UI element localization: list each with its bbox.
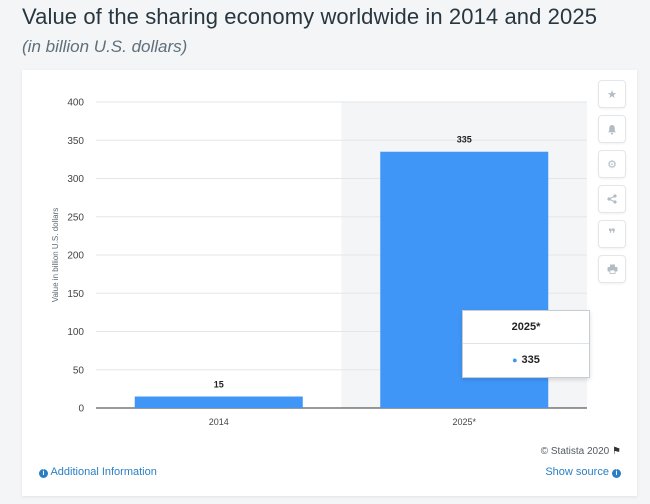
- show-source-label: Show source: [545, 466, 609, 478]
- print-icon[interactable]: [598, 255, 626, 283]
- bell-icon[interactable]: [598, 115, 626, 143]
- star-icon[interactable]: ★: [598, 80, 626, 108]
- y-axis-ticks: 0 50 100 150 200 250 300 350 400: [67, 98, 84, 415]
- y-tick-label: 400: [67, 98, 84, 109]
- y-tick-label: 50: [73, 365, 85, 376]
- x-tick-label: 2025*: [452, 417, 476, 427]
- info-icon: i: [612, 469, 621, 478]
- data-label: 335: [457, 135, 472, 145]
- flag-icon: ⚑: [612, 446, 621, 457]
- y-tick-label: 250: [67, 212, 84, 223]
- y-tick-label: 0: [78, 404, 84, 415]
- chart-subtitle: (in billion U.S. dollars): [22, 37, 188, 56]
- tooltip-category: 2025*: [463, 311, 589, 344]
- y-tick-label: 200: [67, 251, 84, 262]
- chart-toolbar: ★ ⚙ ❞: [598, 80, 628, 290]
- x-tick-label: 2014: [209, 417, 229, 427]
- y-tick-label: 100: [67, 327, 84, 338]
- tooltip-value: 335: [521, 354, 540, 366]
- show-source-link[interactable]: Show source i: [545, 466, 621, 478]
- share-icon[interactable]: [598, 185, 626, 213]
- y-tick-label: 300: [67, 174, 84, 185]
- info-icon: i: [39, 469, 48, 478]
- credit-text: © Statista 2020: [540, 446, 610, 457]
- x-axis-ticks: 2014 2025*: [209, 417, 477, 427]
- series-dot-icon: ●: [512, 355, 518, 365]
- quote-icon[interactable]: ❞: [598, 220, 626, 248]
- y-tick-label: 150: [67, 289, 84, 300]
- y-tick-label: 350: [67, 136, 84, 147]
- credit-line: © Statista 2020 ⚑: [541, 446, 621, 457]
- chart-title: Value of the sharing economy worldwide i…: [22, 4, 598, 29]
- additional-information-link[interactable]: i Additional Information: [39, 466, 157, 478]
- additional-information-label: Additional Information: [50, 466, 157, 478]
- gear-icon[interactable]: ⚙: [598, 150, 626, 178]
- tooltip-value-row: ● 335: [463, 344, 589, 377]
- data-label: 15: [214, 380, 224, 390]
- chart-tooltip: 2025* ● 335: [462, 310, 590, 378]
- y-axis-label: Value in billion U.S. dollars: [51, 208, 60, 303]
- bar-2014[interactable]: [134, 396, 303, 408]
